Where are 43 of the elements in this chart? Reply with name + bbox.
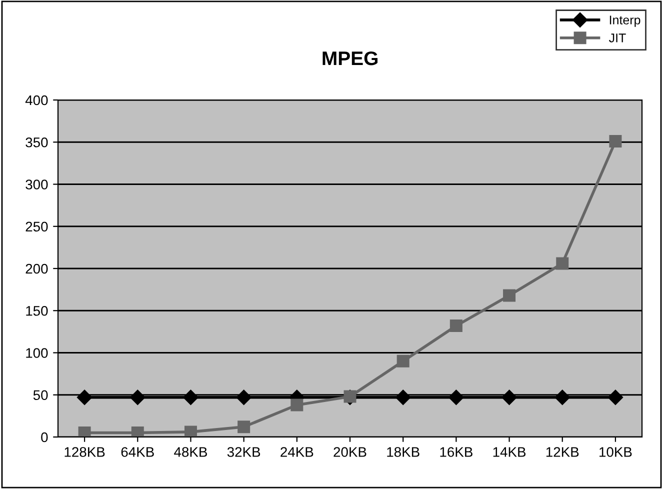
y-tick-label: 300 [26, 180, 48, 190]
x-tick-label: 64KB [121, 447, 154, 457]
point [131, 426, 144, 437]
y-tick-label: 150 [26, 306, 48, 316]
x-tick-label: 24KB [280, 447, 314, 457]
point [236, 390, 252, 405]
y-tick-label: 0 [41, 432, 48, 442]
x-tick-label: 18KB [387, 447, 420, 457]
point [238, 420, 250, 434]
legend-label: JIT [608, 34, 626, 42]
point [554, 390, 570, 405]
point [130, 390, 146, 405]
point [608, 390, 624, 405]
chart-title: MPEG [322, 51, 378, 66]
y-tick-label: 50 [33, 390, 48, 400]
x-tick-label: 12KB [546, 447, 579, 457]
x-tick-label: 32KB [227, 447, 260, 457]
point [450, 320, 462, 332]
point [344, 390, 356, 403]
legend-label: Interp [610, 16, 640, 27]
point [396, 390, 411, 405]
point [448, 390, 464, 405]
x-tick-label: 14KB [493, 447, 526, 457]
point [76, 390, 92, 405]
y-tick-label: 100 [26, 348, 48, 358]
y-tick-label: 400 [25, 95, 48, 106]
x-tick-label: 128KB [64, 447, 105, 457]
y-tick-label: 250 [26, 222, 48, 232]
point [183, 390, 198, 405]
point [609, 135, 622, 148]
point [556, 257, 569, 270]
y-tick-label: 350 [26, 137, 48, 148]
point [78, 426, 91, 437]
point [396, 354, 410, 368]
x-tick-label: 20KB [334, 447, 366, 457]
x-tick-label: 16KB [440, 447, 472, 457]
point [502, 390, 517, 405]
x-tick-label: 10KB [600, 447, 632, 457]
point [184, 426, 197, 437]
point [503, 289, 516, 302]
y-tick-label: 200 [26, 264, 48, 274]
point [290, 398, 304, 412]
x-tick-label: 48KB [174, 447, 207, 457]
